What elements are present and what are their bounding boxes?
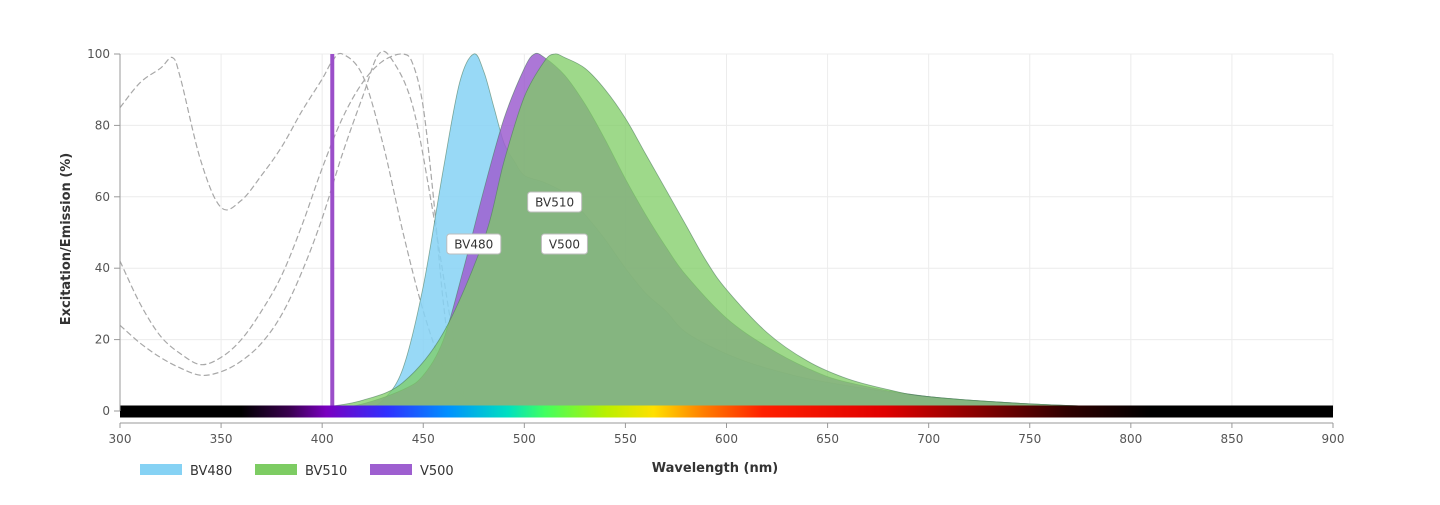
peak-label-box [527, 191, 583, 213]
excitation-curves [119, 50, 485, 412]
x-tick-label: 650 [816, 432, 839, 446]
x-tick-label: 550 [614, 432, 637, 446]
y-tick-label: 20 [95, 333, 110, 347]
legend-swatch [255, 464, 297, 475]
peak-label-text: BV480 [454, 238, 493, 252]
y-axis-title: Excitation/Emission (%) [59, 153, 74, 325]
legend-label: V500 [420, 464, 454, 479]
y-axis-ticks: 0 20 40 60 80 100 [87, 47, 120, 418]
x-tick-label: 900 [1322, 432, 1345, 446]
x-axis-ticks: 300 350 400 450 500 550 600 650 700 750 800 850 900 [109, 423, 1345, 446]
y-tick-label: 80 [95, 118, 110, 132]
legend: BV480 BV510 V500 [140, 464, 454, 479]
peak-label-box [446, 233, 502, 255]
peak-label-box [540, 233, 588, 255]
emission-areas [281, 52, 1334, 412]
excitation-curve-v500 [119, 53, 465, 412]
visible-spectrum-bar [120, 405, 1333, 418]
legend-item-bv480[interactable]: BV480 [140, 464, 232, 479]
y-tick-label: 60 [95, 190, 110, 204]
peak-labels: BV480 BV510 V500 [446, 191, 588, 255]
legend-swatch [140, 464, 182, 475]
x-tick-label: 750 [1018, 432, 1041, 446]
legend-swatch [370, 464, 412, 475]
legend-item-v500[interactable]: V500 [370, 464, 454, 479]
peak-label-text: BV510 [535, 196, 574, 210]
emission-area-bv510 [281, 53, 1334, 412]
legend-label: BV480 [190, 464, 232, 479]
legend-label: BV510 [305, 464, 347, 479]
x-tick-label: 300 [109, 432, 132, 446]
x-tick-label: 500 [513, 432, 536, 446]
peak-label-bv510: BV510 [527, 191, 583, 213]
legend-item-bv510[interactable]: BV510 [255, 464, 347, 479]
x-tick-label: 400 [311, 432, 334, 446]
x-tick-label: 450 [412, 432, 435, 446]
y-tick-label: 0 [102, 404, 110, 418]
x-tick-label: 600 [715, 432, 738, 446]
peak-label-v500: V500 [540, 233, 588, 255]
x-tick-label: 700 [917, 432, 940, 446]
y-tick-label: 40 [95, 261, 110, 275]
y-tick-label: 100 [87, 47, 110, 61]
x-tick-label: 850 [1220, 432, 1243, 446]
x-tick-label: 350 [210, 432, 233, 446]
x-axis-title: Wavelength (nm) [652, 461, 778, 476]
excitation-curve-bv480 [119, 50, 475, 412]
peak-label-text: V500 [549, 238, 580, 252]
x-tick-label: 800 [1119, 432, 1142, 446]
peak-label-bv480: BV480 [446, 233, 502, 255]
